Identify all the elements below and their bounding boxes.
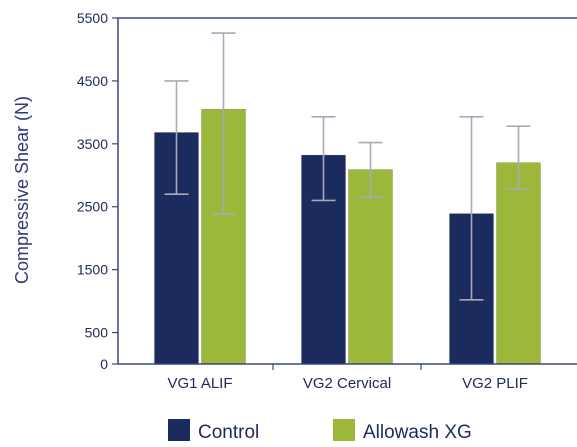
- y-tick-label-2500: 2500: [77, 199, 108, 215]
- legend-label-allowash-xg: Allowash XG: [363, 422, 472, 443]
- x-category-label-1: VG2 Cervical: [303, 375, 391, 392]
- bar-allowash-xg-1: [348, 169, 393, 365]
- x-category-label-0: VG1 ALIF: [167, 375, 232, 392]
- y-tick-label-0: 0: [100, 356, 108, 372]
- x-category-label-2: VG2 PLIF: [462, 375, 528, 392]
- bar-allowash-xg-2: [496, 162, 541, 365]
- y-tick-label-500: 500: [85, 325, 109, 341]
- legend-swatch-control: [168, 419, 190, 441]
- y-tick-label-4500: 4500: [77, 73, 108, 89]
- legend-label-control: Control: [198, 422, 259, 443]
- y-axis-title: Compressive Shear (N): [12, 96, 32, 284]
- y-tick-label-3500: 3500: [77, 136, 108, 152]
- legend-swatch-allowash-xg: [333, 419, 355, 441]
- y-tick-label-1500: 1500: [77, 262, 108, 278]
- y-tick-label-5500: 5500: [77, 10, 108, 26]
